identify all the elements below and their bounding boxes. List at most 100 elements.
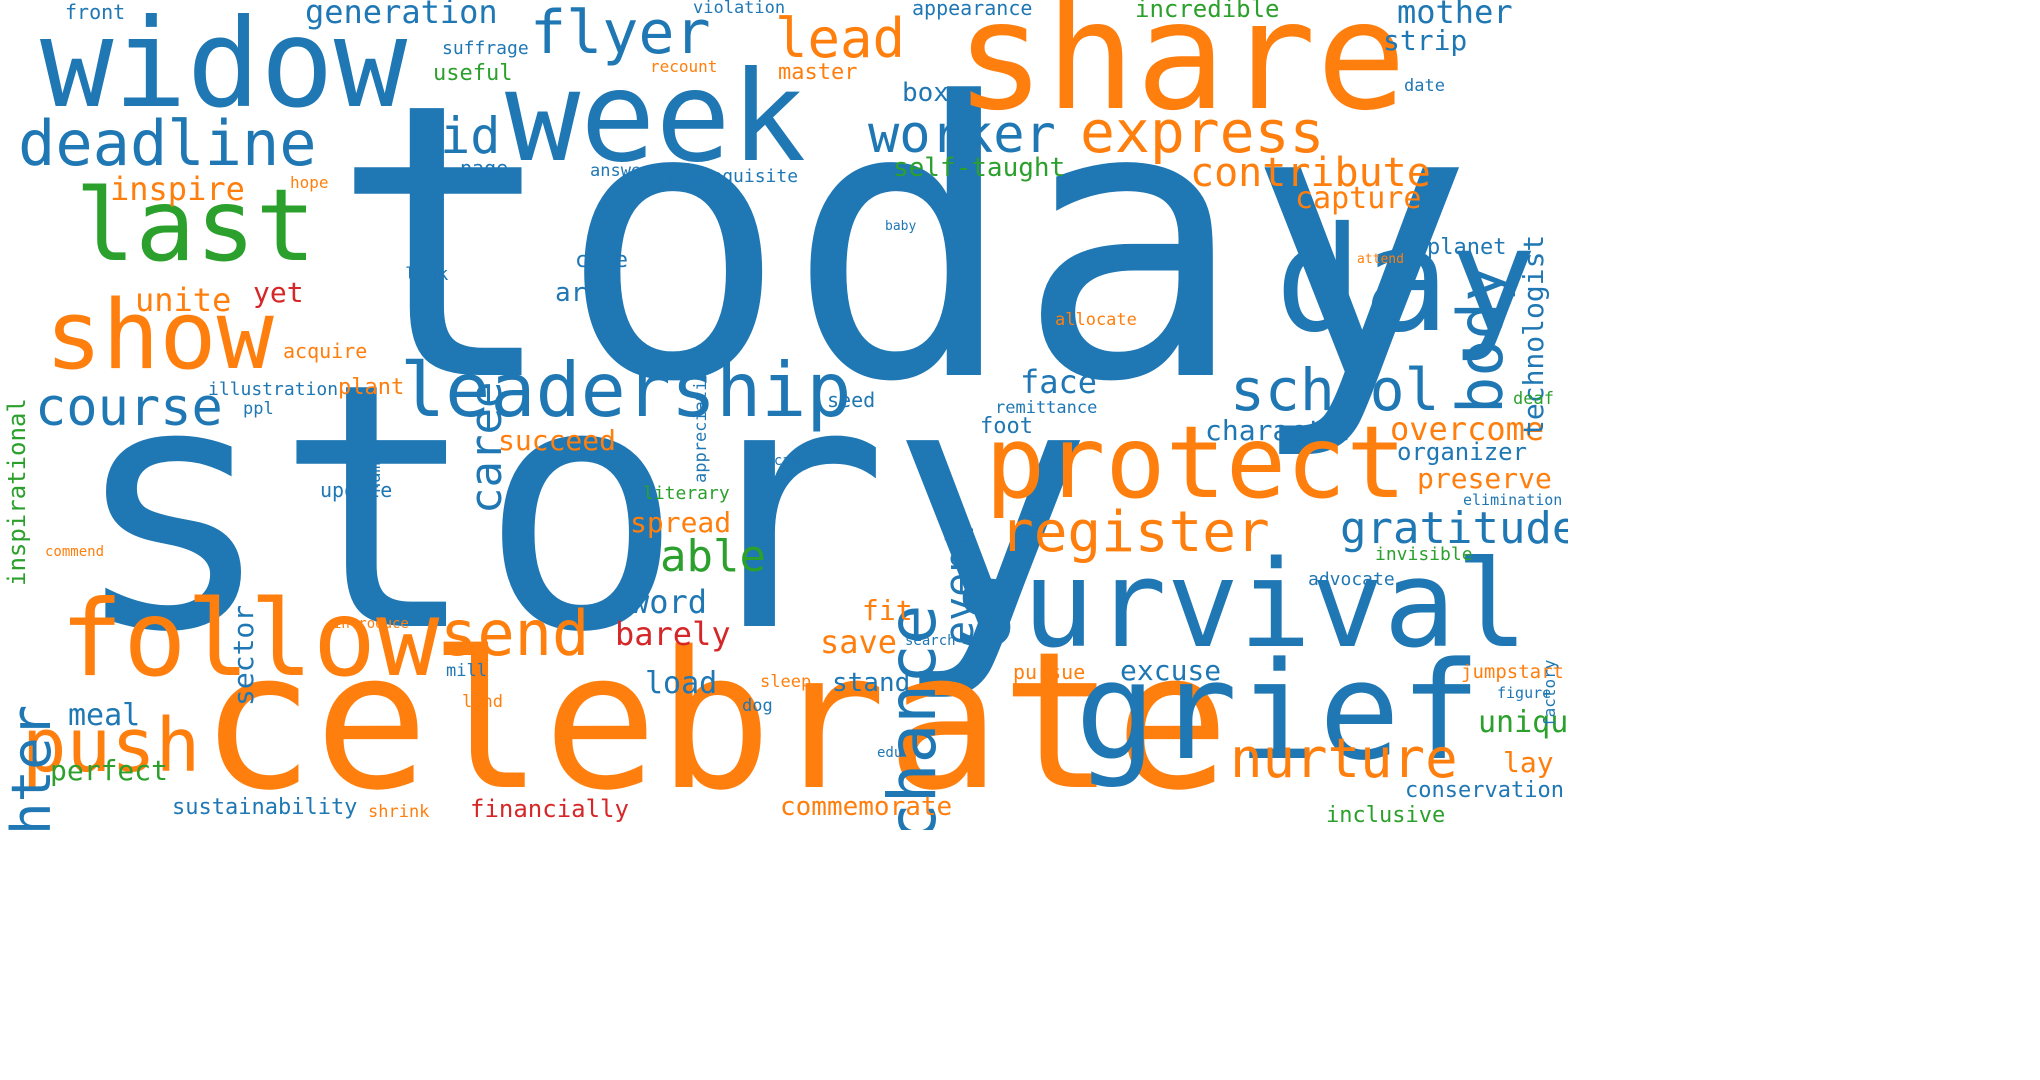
word-sleep: sleep — [760, 671, 812, 692]
word-deaf: deaf — [1513, 388, 1554, 409]
word-capture: capture — [1295, 181, 1422, 217]
word-fit: fit — [862, 593, 913, 627]
word-follow: follow — [60, 578, 440, 701]
word-celebrate: celebrate — [200, 611, 1230, 830]
word-update: update — [320, 477, 393, 502]
word-elimination: elimination — [1463, 491, 1563, 510]
word-overcome: overcome — [1390, 410, 1545, 449]
word-unite: unite — [135, 281, 232, 320]
word-leadership: leadership — [400, 346, 852, 434]
word-event: event — [937, 524, 983, 645]
word-yet: yet — [253, 275, 304, 309]
word-arm: arm — [555, 277, 602, 308]
word-baby: baby — [885, 219, 917, 235]
word-sustainability: sustainability — [172, 795, 358, 821]
word-foot: foot — [980, 414, 1033, 440]
word-succeed: succeed — [498, 423, 617, 457]
word-ppl: ppl — [243, 398, 274, 419]
word-generation: generation — [305, 0, 498, 32]
word-literary: literary — [643, 482, 730, 504]
word-violation: violation — [693, 0, 786, 18]
word-share: share — [955, 0, 1407, 144]
word-appearance: appearance — [912, 0, 1033, 20]
word-day: day — [1275, 195, 1537, 365]
word-story: story — [70, 311, 1094, 708]
word-self-taught: self-taught — [893, 152, 1066, 183]
word-school: school — [1230, 356, 1440, 425]
word-financially: financially — [470, 795, 629, 824]
word-today: today — [330, 22, 1474, 466]
word-stand: stand — [832, 667, 911, 698]
word-pursue: pursue — [1013, 659, 1086, 684]
word-last: last — [75, 167, 316, 284]
word-figure: figure — [1497, 684, 1552, 703]
word-shrink: shrink — [368, 801, 430, 822]
word-conservation: conservation — [1405, 778, 1564, 804]
word-barely: barely — [615, 615, 731, 654]
word-jumpstart: jumpstart — [1461, 660, 1564, 683]
word-week: week — [505, 45, 807, 190]
word-invisible: invisible — [1375, 543, 1473, 565]
word-remittance: remittance — [995, 397, 1098, 418]
word-lead: lead — [775, 6, 906, 70]
word-care: care — [575, 248, 628, 274]
word-mother: mother — [1397, 0, 1513, 32]
word-contribute: contribute — [1190, 150, 1431, 197]
word-illustration: illustration — [208, 378, 339, 400]
word-lay: lay — [1503, 745, 1554, 779]
word-save: save — [820, 623, 898, 662]
word-seed: seed — [827, 387, 876, 412]
word-recount: recount — [650, 57, 718, 77]
word-spread: spread — [630, 505, 732, 539]
word-attend: attend — [1357, 252, 1404, 268]
word-master: master — [778, 60, 858, 86]
word-grief: grief — [1075, 632, 1482, 790]
word-face: face — [1020, 363, 1098, 402]
word-flyer: flyer — [530, 0, 711, 68]
word-answer: answer — [590, 160, 652, 181]
word-edu: edu — [877, 745, 903, 762]
word-appreciation: appreciation — [691, 360, 711, 483]
word-inspire: inspire — [110, 170, 245, 209]
word-page: page — [460, 155, 509, 180]
word-unique: unique — [1478, 705, 1568, 741]
word-acquire: acquire — [283, 338, 368, 363]
word-name: name — [365, 452, 385, 493]
word-plant: plant — [338, 375, 405, 401]
word-gratitude: gratitude — [1340, 502, 1568, 554]
word-recap: recap — [757, 453, 800, 470]
word-inclusive: inclusive — [1326, 803, 1446, 829]
word-course: course — [35, 377, 223, 438]
word-front: front — [65, 0, 126, 24]
word-prerequisite: prerequisite — [668, 165, 799, 187]
word-box: box — [902, 77, 949, 108]
word-send: send — [440, 596, 590, 670]
word-planet: planet — [1427, 235, 1507, 261]
word-character: character — [1205, 413, 1357, 447]
word-strip: strip — [1383, 23, 1468, 57]
word-sector: sector — [227, 604, 260, 706]
word-date: date — [1404, 75, 1445, 96]
word-meal: meal — [68, 698, 141, 734]
word-survival: survival — [950, 535, 1528, 675]
word-worker: worker — [868, 104, 1056, 165]
word-show: show — [45, 280, 274, 391]
word-allocate: allocate — [1055, 309, 1137, 330]
word-preserve: preserve — [1417, 461, 1552, 495]
word-kid: kid — [410, 107, 501, 165]
word-introduce: introduce — [333, 616, 409, 633]
word-dog: dog — [742, 695, 773, 716]
word-search: search — [905, 633, 956, 650]
word-cloud: today story celebrate share week widow surviva… — [0, 0, 1568, 830]
word-deadline: deadline — [18, 106, 317, 180]
word-advocate: advocate — [1308, 568, 1395, 590]
word-register: register — [1000, 500, 1270, 566]
word-inspirational: inspirational — [3, 398, 31, 586]
word-commemorate: commemorate — [780, 791, 953, 822]
word-hope: hope — [290, 173, 329, 193]
word-nurture: nurture — [1230, 726, 1458, 790]
word-suffrage: suffrage — [442, 37, 529, 59]
word-incredible: incredible — [1135, 0, 1280, 24]
word-perfect: perfect — [50, 753, 169, 787]
word-body: body — [1444, 264, 1517, 414]
